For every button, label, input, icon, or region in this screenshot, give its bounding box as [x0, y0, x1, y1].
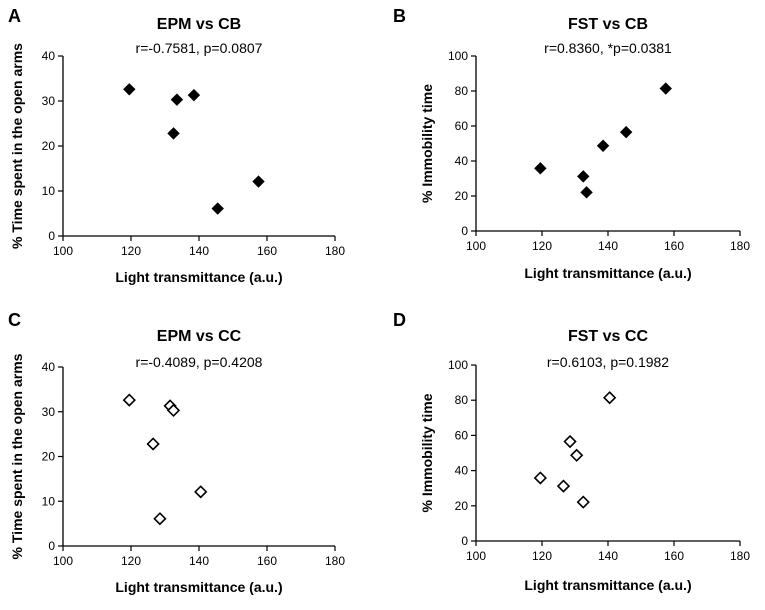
- y-tick-label: 30: [42, 94, 56, 108]
- y-tick-label: 80: [455, 393, 469, 407]
- y-axis-title: % Immobility time: [419, 84, 435, 203]
- data-point: [596, 139, 610, 152]
- x-tick-label: 140: [598, 239, 618, 253]
- data-point: [122, 393, 136, 407]
- x-tick-label: 120: [121, 554, 141, 568]
- y-tick-label: 0: [48, 229, 55, 243]
- x-tick-label: 120: [532, 549, 552, 563]
- y-tick-label: 10: [42, 184, 56, 198]
- x-tick-label: 160: [664, 239, 684, 253]
- data-point: [123, 83, 136, 96]
- chart-stats: r=-0.4089, p=0.4208: [136, 354, 263, 370]
- y-tick-label: 0: [48, 539, 55, 553]
- x-tick-label: 180: [325, 244, 345, 258]
- y-axis-title: % Time spent in the open arms: [9, 43, 25, 249]
- y-tick-label: 40: [42, 360, 56, 374]
- data-point: [619, 125, 633, 139]
- y-tick-label: 20: [455, 189, 469, 203]
- chart-title: FST vs CB: [568, 16, 648, 33]
- data-point: [166, 403, 181, 418]
- y-tick-label: 100: [448, 358, 468, 372]
- y-tick-label: 40: [455, 154, 469, 168]
- chart-title: EPM vs CC: [157, 328, 242, 345]
- x-tick-label: 140: [598, 549, 618, 563]
- panel-letter: A: [8, 6, 21, 26]
- panel-letter: D: [393, 310, 406, 330]
- data-point: [580, 186, 593, 199]
- x-tick-label: 100: [466, 549, 486, 563]
- y-tick-label: 60: [455, 428, 469, 442]
- panel-letter: C: [8, 310, 21, 330]
- data-point: [146, 437, 160, 451]
- data-point: [603, 391, 617, 405]
- x-axis-title: Light transmittance (a.u.): [524, 577, 691, 593]
- x-tick-label: 160: [257, 244, 277, 258]
- y-axis-title: % Time spent in the open arms: [9, 353, 25, 559]
- panel-d: D FST vs CC r=0.6103, p=0.1982 100 120 140 160…: [393, 310, 750, 593]
- x-tick-label: 180: [730, 549, 750, 563]
- x-tick-label: 160: [664, 549, 684, 563]
- data-point: [252, 175, 265, 188]
- x-axis-title: Light transmittance (a.u.): [115, 579, 282, 595]
- x-tick-label: 140: [189, 554, 209, 568]
- data-point: [659, 82, 672, 95]
- chart-title: FST vs CC: [568, 328, 648, 345]
- x-tick-label: 160: [257, 554, 277, 568]
- data-point: [167, 127, 180, 140]
- data-point: [577, 170, 590, 183]
- y-tick-label: 10: [42, 494, 56, 508]
- panel-b: B FST vs CB r=0.8360, *p=0.0381 100 120 140 16…: [393, 6, 750, 281]
- x-tick-label: 120: [532, 239, 552, 253]
- y-tick-label: 0: [461, 224, 468, 238]
- chart-stats: r=0.6103, p=0.1982: [547, 354, 669, 370]
- y-tick-label: 0: [461, 534, 468, 548]
- x-tick-label: 180: [325, 554, 345, 568]
- y-tick-label: 40: [455, 464, 469, 478]
- data-point: [153, 512, 167, 526]
- data-point: [570, 448, 584, 462]
- y-tick-label: 100: [448, 49, 468, 63]
- data-point: [187, 88, 201, 102]
- y-tick-label: 20: [455, 499, 469, 513]
- x-axis-title: Light transmittance (a.u.): [524, 265, 691, 281]
- y-tick-label: 20: [42, 139, 56, 153]
- y-tick-label: 40: [42, 49, 56, 63]
- x-tick-label: 100: [53, 554, 73, 568]
- data-point: [576, 495, 590, 509]
- chart-stats: r=0.8360, *p=0.0381: [544, 40, 672, 56]
- x-tick-label: 100: [53, 244, 73, 258]
- data-point: [211, 202, 224, 215]
- x-tick-label: 100: [466, 239, 486, 253]
- panel-letter: B: [393, 6, 406, 26]
- x-axis-title: Light transmittance (a.u.): [115, 269, 282, 285]
- chart-stats: r=-0.7581, p=0.0807: [136, 40, 263, 56]
- y-tick-label: 60: [455, 119, 469, 133]
- y-tick-label: 80: [455, 84, 469, 98]
- y-axis-title: % Immobility time: [419, 393, 435, 512]
- data-point: [563, 434, 577, 449]
- chart-title: EPM vs CB: [157, 16, 241, 33]
- x-tick-label: 140: [189, 244, 209, 258]
- data-point: [533, 471, 547, 485]
- x-tick-label: 120: [121, 244, 141, 258]
- y-tick-label: 20: [42, 450, 56, 464]
- data-point: [534, 162, 547, 175]
- y-tick-label: 30: [42, 405, 56, 419]
- x-tick-label: 180: [730, 239, 750, 253]
- data-point: [556, 479, 571, 493]
- data-point: [170, 93, 184, 106]
- data-point: [194, 485, 208, 499]
